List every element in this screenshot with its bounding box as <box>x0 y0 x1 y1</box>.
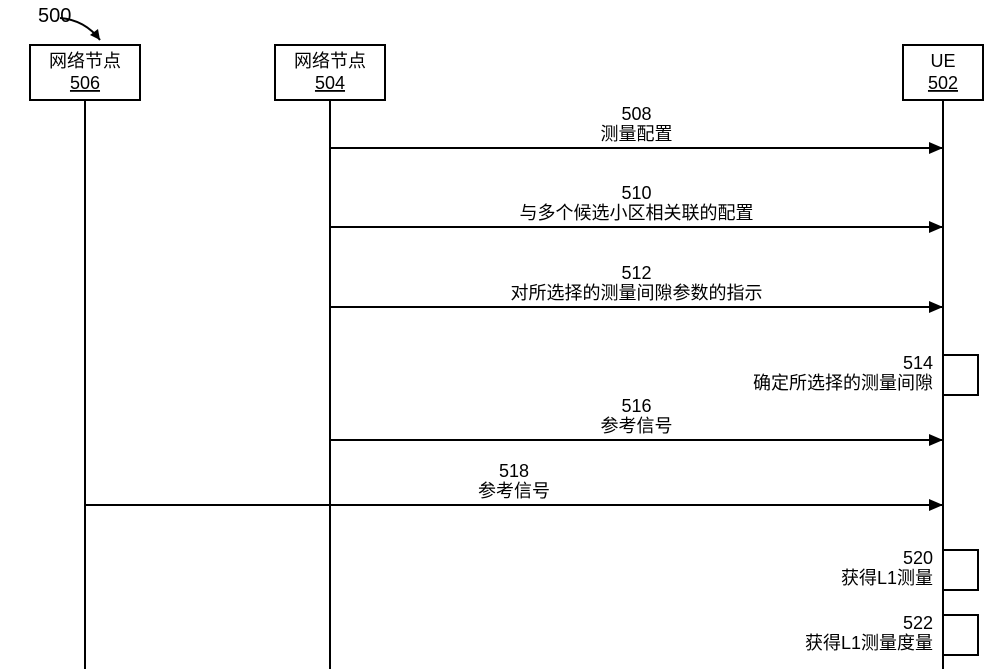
arrowhead-icon <box>929 499 943 511</box>
message-label-516: 参考信号 <box>601 416 673 436</box>
participant-id-504: 504 <box>315 73 345 93</box>
participant-id-506: 506 <box>70 73 100 93</box>
message-num-516: 516 <box>621 396 651 416</box>
self-action-label-520: 获得L1测量 <box>841 568 933 588</box>
self-action-bracket-514 <box>943 355 978 395</box>
message-label-518: 参考信号 <box>478 481 550 501</box>
self-action-label-522: 获得L1测量度量 <box>805 633 933 653</box>
arrowhead-icon <box>929 221 943 233</box>
message-num-510: 510 <box>621 183 651 203</box>
arrowhead-icon <box>929 301 943 313</box>
self-action-num-520: 520 <box>903 548 933 568</box>
figure-label: 500 <box>38 5 71 27</box>
message-num-512: 512 <box>621 263 651 283</box>
message-label-512: 对所选择的测量间隙参数的指示 <box>511 283 763 303</box>
self-action-num-522: 522 <box>903 613 933 633</box>
arrowhead-icon <box>929 142 943 154</box>
message-num-508: 508 <box>621 104 651 124</box>
participant-title-502: UE <box>930 51 955 71</box>
participant-id-502: 502 <box>928 73 958 93</box>
self-action-bracket-522 <box>943 615 978 655</box>
self-action-label-514: 确定所选择的测量间隙 <box>753 373 933 393</box>
message-label-510: 与多个候选小区相关联的配置 <box>520 203 754 223</box>
sequence-diagram: 500网络节点506网络节点504UE502508测量配置510与多个候选小区相… <box>0 0 1000 669</box>
self-action-num-514: 514 <box>903 353 933 373</box>
message-num-518: 518 <box>499 461 529 481</box>
participant-title-506: 网络节点 <box>49 51 121 71</box>
arrowhead-icon <box>929 434 943 446</box>
message-label-508: 测量配置 <box>601 124 673 144</box>
participant-title-504: 网络节点 <box>294 51 366 71</box>
self-action-bracket-520 <box>943 550 978 590</box>
